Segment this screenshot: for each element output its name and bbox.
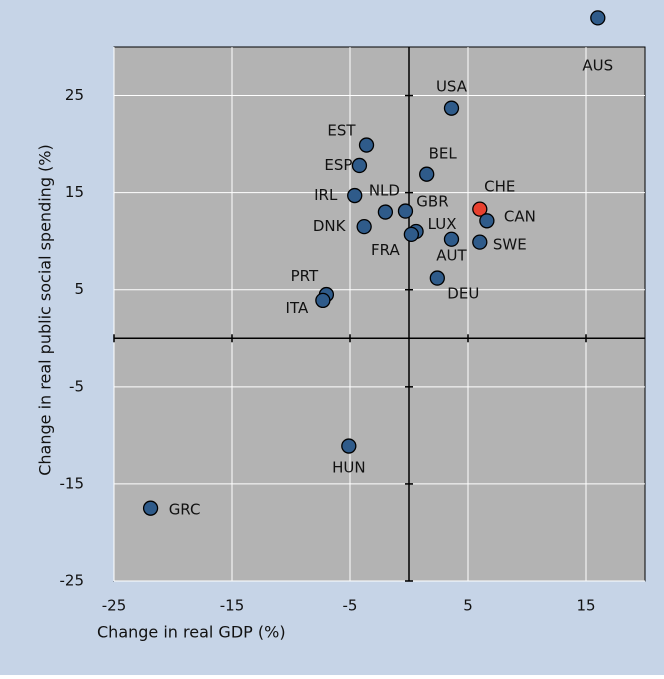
x-tick-label: -5 [343,597,358,615]
x-tick-label: -15 [220,597,245,615]
point-label: DNK [313,217,347,235]
point-label: DEU [447,285,479,303]
point [403,226,420,243]
y-tick-label: 25 [65,86,84,104]
x-axis-label: Change in real GDP (%) [97,623,286,642]
point-label: CHE [484,178,515,196]
point [341,438,357,454]
point [377,204,394,220]
point-label: HUN [332,459,365,477]
point [347,187,363,204]
point-label: FRA [371,241,400,259]
point-label: NLD [369,182,400,200]
point [429,270,445,286]
point-label: ITA [286,299,309,317]
point-label: AUS [582,56,613,74]
point-label: GBR [416,193,448,211]
x-tick-label: 15 [576,597,595,615]
y-tick-label: -5 [69,377,84,395]
y-tick-label: -15 [60,474,85,492]
y-tick-label: 15 [65,183,84,201]
point [472,234,488,250]
point [356,218,372,235]
point-label: BEL [429,145,458,163]
point-label: PRT [291,267,319,285]
point-label: LUX [428,215,457,233]
point [397,203,414,219]
point-label: USA [436,78,468,96]
y-tick-label: -25 [60,572,85,590]
point [472,201,488,217]
point-label: IRL [314,186,338,204]
y-tick-label: 5 [74,280,84,298]
point [443,231,460,247]
point [351,157,368,174]
point [590,10,606,26]
x-tick-label: -25 [102,597,127,615]
point-label: EST [327,122,356,140]
point [358,137,375,153]
point [443,100,460,116]
point-label: SWE [493,236,527,254]
point-label: GRC [169,501,201,519]
point [315,292,331,309]
point-label: CAN [504,207,536,225]
point [142,500,159,516]
point-label: ESP [324,156,352,174]
point [419,166,435,182]
point-label: AUT [436,247,467,265]
y-axis-label: Change in real public social spending (%… [36,144,55,476]
x-tick-label: 5 [463,597,473,615]
plot-area [113,46,646,582]
point [479,213,495,229]
